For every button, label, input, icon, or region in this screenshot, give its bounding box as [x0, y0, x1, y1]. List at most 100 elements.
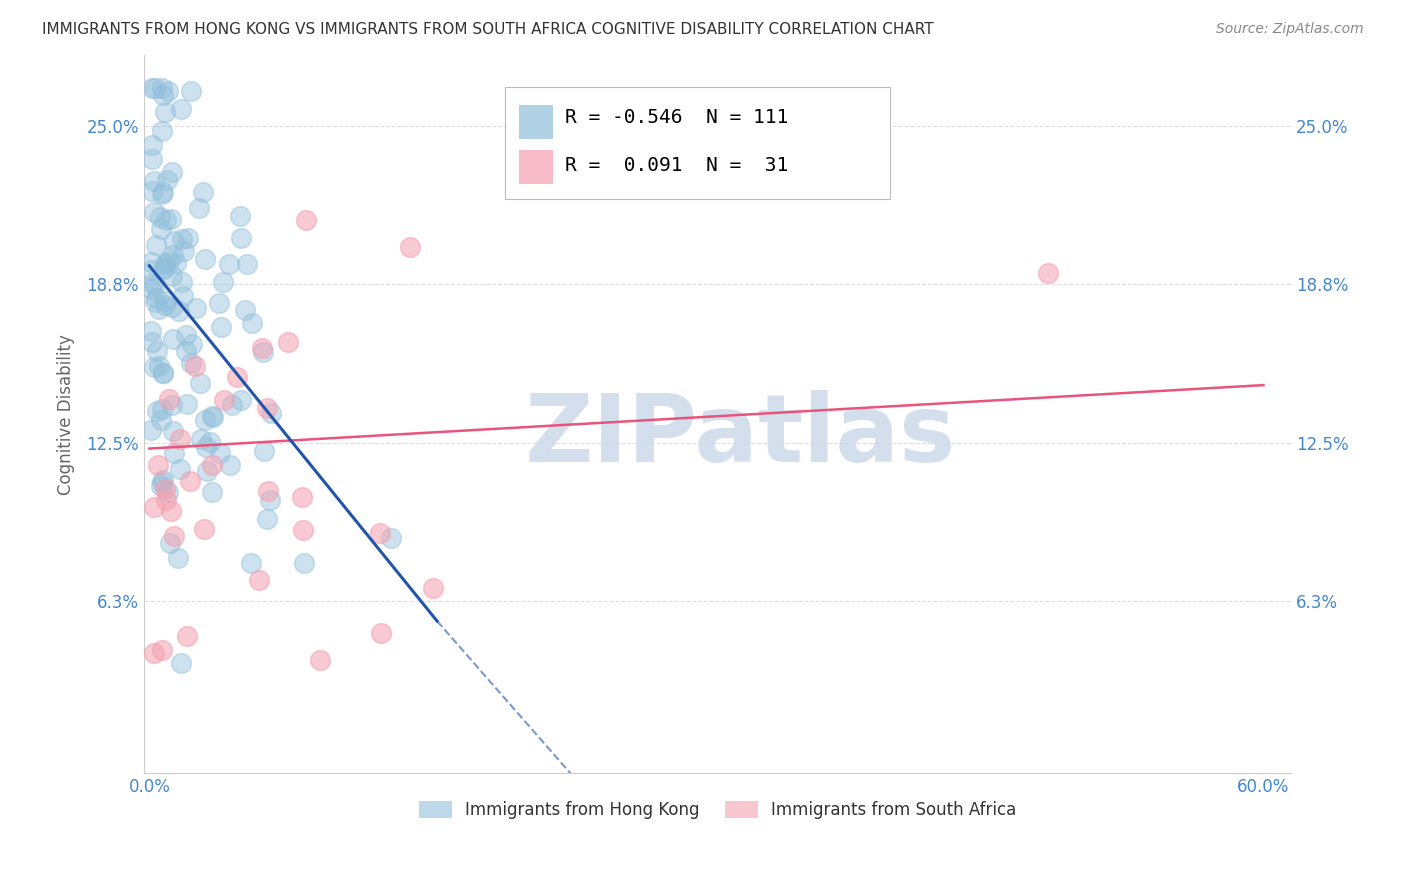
Point [156, 173, 179, 187]
Point [195, 464, 218, 478]
Point [152, 87, 174, 102]
Point [142, 205, 165, 219]
Text: Source: ZipAtlas.com: Source: ZipAtlas.com [1216, 22, 1364, 37]
Point [176, 397, 198, 411]
Point [143, 278, 166, 293]
Point [159, 536, 181, 550]
Point [422, 581, 444, 595]
Point [231, 231, 253, 245]
Point [143, 174, 166, 188]
Point [380, 531, 402, 545]
Point [170, 656, 193, 670]
Point [162, 332, 184, 346]
Point [292, 524, 315, 538]
Point [152, 81, 174, 95]
Point [167, 551, 190, 566]
Point [201, 484, 224, 499]
Point [218, 257, 240, 271]
Point [146, 343, 169, 358]
Point [253, 444, 276, 458]
Point [236, 257, 259, 271]
Point [141, 81, 163, 95]
Point [153, 293, 176, 308]
Point [150, 475, 173, 490]
Text: R = -0.546  N = 111: R = -0.546 N = 111 [565, 108, 789, 128]
Point [214, 393, 236, 408]
Point [149, 222, 172, 236]
Point [229, 392, 252, 407]
Point [155, 298, 177, 312]
Point [160, 504, 183, 518]
Point [148, 301, 170, 316]
Point [370, 625, 392, 640]
Point [142, 500, 165, 515]
Point [150, 124, 173, 138]
Text: IMMIGRANTS FROM HONG KONG VS IMMIGRANTS FROM SOUTH AFRICA COGNITIVE DISABILITY C: IMMIGRANTS FROM HONG KONG VS IMMIGRANTS … [42, 22, 934, 37]
Point [170, 232, 193, 246]
Point [233, 303, 256, 318]
Point [201, 458, 224, 472]
Point [152, 367, 174, 381]
Point [142, 646, 165, 660]
Point [141, 282, 163, 296]
Point [150, 643, 173, 657]
Text: ZIPatlas: ZIPatlas [524, 390, 956, 482]
Point [259, 492, 281, 507]
Point [170, 102, 193, 116]
Point [156, 85, 179, 99]
Point [157, 485, 180, 500]
Point [145, 295, 167, 310]
Point [221, 398, 243, 412]
Point [229, 209, 252, 223]
Point [163, 529, 186, 543]
Point [153, 257, 176, 271]
Point [160, 165, 183, 179]
Point [256, 401, 278, 415]
Point [162, 268, 184, 283]
Point [212, 275, 235, 289]
Point [152, 262, 174, 277]
Text: R =  0.091  N =  31: R = 0.091 N = 31 [565, 155, 789, 175]
Point [252, 344, 274, 359]
Point [148, 210, 170, 224]
Point [155, 492, 177, 507]
Point [177, 231, 200, 245]
Point [160, 300, 183, 314]
Point [194, 413, 217, 427]
Point [219, 458, 242, 472]
Point [180, 84, 202, 98]
Point [240, 556, 263, 570]
Point [201, 409, 224, 424]
Point [250, 342, 273, 356]
Point [292, 556, 315, 570]
Point [155, 256, 177, 270]
Point [183, 359, 205, 373]
Point [256, 512, 278, 526]
Point [191, 185, 214, 199]
Point [201, 409, 224, 424]
Point [226, 369, 249, 384]
Point [240, 316, 263, 330]
Point [145, 291, 167, 305]
Point [291, 491, 314, 505]
Y-axis label: Cognitive Disability: Cognitive Disability [58, 334, 75, 495]
Point [195, 440, 218, 454]
Point [172, 289, 194, 303]
Point [141, 262, 163, 277]
Point [159, 211, 181, 226]
Point [157, 392, 180, 406]
Point [277, 334, 299, 349]
Point [309, 653, 332, 667]
Point [141, 423, 163, 437]
Point [173, 244, 195, 258]
Point [180, 336, 202, 351]
Point [155, 212, 177, 227]
Point [143, 81, 166, 95]
Point [150, 187, 173, 202]
Point [153, 482, 176, 496]
Point [162, 424, 184, 438]
Point [209, 446, 232, 460]
Point [157, 253, 180, 268]
Point [194, 252, 217, 266]
Point [174, 343, 197, 358]
